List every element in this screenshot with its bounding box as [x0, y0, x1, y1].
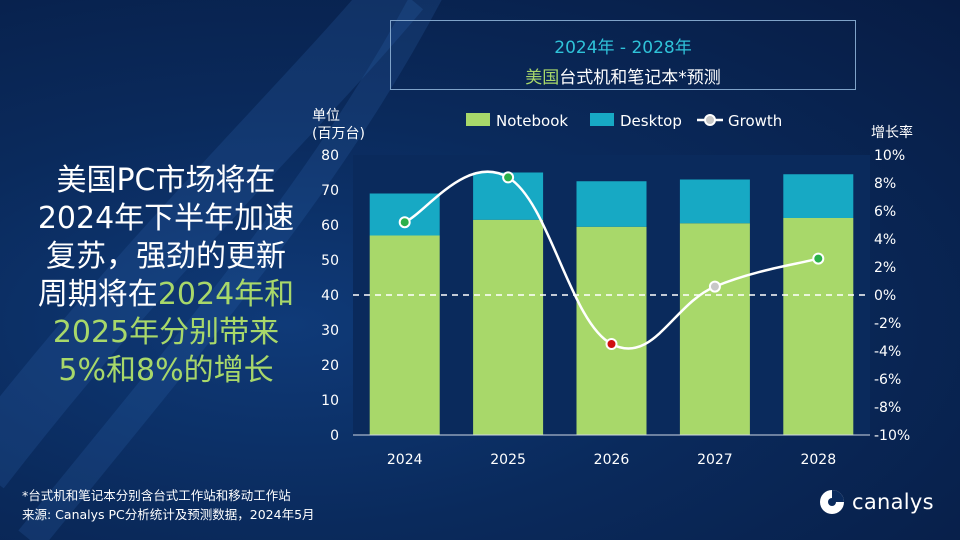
x-tick-label-2026: 2026 — [594, 452, 630, 468]
y-right-tick-label: 0% — [874, 288, 896, 304]
bar-desktop-2027 — [679, 179, 750, 224]
legend-label-desktop: Desktop — [620, 112, 682, 130]
bar-notebook-2025 — [473, 219, 544, 435]
y-left-tick-label: 20 — [321, 358, 339, 374]
canalys-logo-text: canalys — [852, 490, 934, 514]
headline-line-4: 周期将在2024年和 — [0, 276, 332, 314]
y-left-tick-label: 50 — [321, 253, 339, 269]
x-tick-label-2024: 2024 — [387, 452, 423, 468]
y-right-tick-label: -8% — [874, 400, 901, 416]
growth-point-2028 — [812, 252, 825, 265]
headline-line-6: 5%和8%的增长 — [58, 353, 274, 388]
growth-point-2024 — [398, 216, 411, 229]
y-left-axis-label-scale: (百万台) — [312, 126, 365, 142]
y-right-tick-label: -6% — [874, 372, 901, 388]
bar-notebook-2026 — [576, 226, 647, 435]
footnote: *台式机和笔记本分别含台式工作站和移动工作站 来源: Canalys PC分析统… — [22, 486, 315, 524]
y-left-tick-label: 10 — [321, 393, 339, 409]
canalys-logo-icon — [820, 490, 844, 514]
growth-point-2025 — [502, 171, 515, 184]
y-left-tick-label: 70 — [321, 183, 339, 199]
footnote-line-1: *台式机和笔记本分别含台式工作站和移动工作站 — [22, 488, 291, 503]
y-right-tick-label: 6% — [874, 204, 896, 220]
x-tick-label-2025: 2025 — [490, 452, 526, 468]
y-left-tick-label: 80 — [321, 148, 339, 164]
canalys-logo: canalys — [818, 488, 934, 516]
y-left-tick-label: 60 — [321, 218, 339, 234]
headline-line-4-green: 2024年和 — [157, 277, 295, 312]
y-left-tick-label: 40 — [321, 288, 339, 304]
legend-swatch-desktop — [590, 113, 614, 126]
bar-desktop-2024 — [369, 193, 440, 236]
y-left-tick-label: 30 — [321, 323, 339, 339]
bar-notebook-2027 — [679, 223, 750, 435]
legend-marker-growth — [704, 114, 716, 126]
bar-notebook-2028 — [783, 218, 854, 435]
chart-title-rest: 台式机和笔记本*预测 — [559, 68, 721, 88]
legend-label-notebook: Notebook — [496, 112, 568, 130]
bar-desktop-2026 — [576, 181, 647, 227]
y-right-tick-label: 2% — [874, 260, 896, 276]
legend-swatch-notebook — [466, 113, 490, 126]
headline-line-3: 复苏，强劲的更新 — [46, 239, 286, 274]
chart-title-subject: 美国台式机和笔记本*预测 — [391, 63, 855, 88]
chart-title-region: 美国 — [525, 68, 560, 88]
y-right-tick-label: -4% — [874, 344, 901, 360]
bar-desktop-2028 — [783, 174, 854, 218]
y-left-tick-label: 0 — [330, 428, 339, 444]
growth-point-2027 — [708, 280, 721, 293]
bar-notebook-2024 — [369, 235, 440, 435]
headline-line-2: 2024年下半年加速 — [37, 201, 295, 236]
headline-text: 美国PC市场将在 2024年下半年加速 复苏，强劲的更新 周期将在2024年和 … — [0, 162, 332, 390]
footnote-line-2: 来源: Canalys PC分析统计及预测数据，2024年5月 — [22, 507, 315, 522]
x-tick-label-2027: 2027 — [697, 452, 733, 468]
y-right-tick-label: 10% — [874, 148, 905, 164]
growth-point-2026 — [605, 338, 618, 350]
chart-title-years: 2024年 - 2028年 — [554, 38, 692, 58]
headline-line-1: 美国PC市场将在 — [56, 163, 276, 198]
y-right-tick-label: 8% — [874, 176, 896, 192]
y-right-tick-label: -2% — [874, 316, 901, 332]
y-left-axis-label-unit: 单位 — [312, 108, 340, 124]
y-right-axis-label: 增长率 — [871, 124, 913, 141]
headline-line-4-white: 周期将在 — [37, 277, 158, 312]
x-tick-label-2028: 2028 — [800, 452, 836, 468]
chart-title-box: 2024年 - 2028年 美国台式机和笔记本*预测 — [390, 20, 856, 90]
legend-label-growth: Growth — [728, 112, 782, 130]
headline-line-5: 2025年分别带来 — [52, 315, 280, 350]
y-right-tick-label: 4% — [874, 232, 896, 248]
y-right-tick-label: -10% — [874, 428, 910, 444]
